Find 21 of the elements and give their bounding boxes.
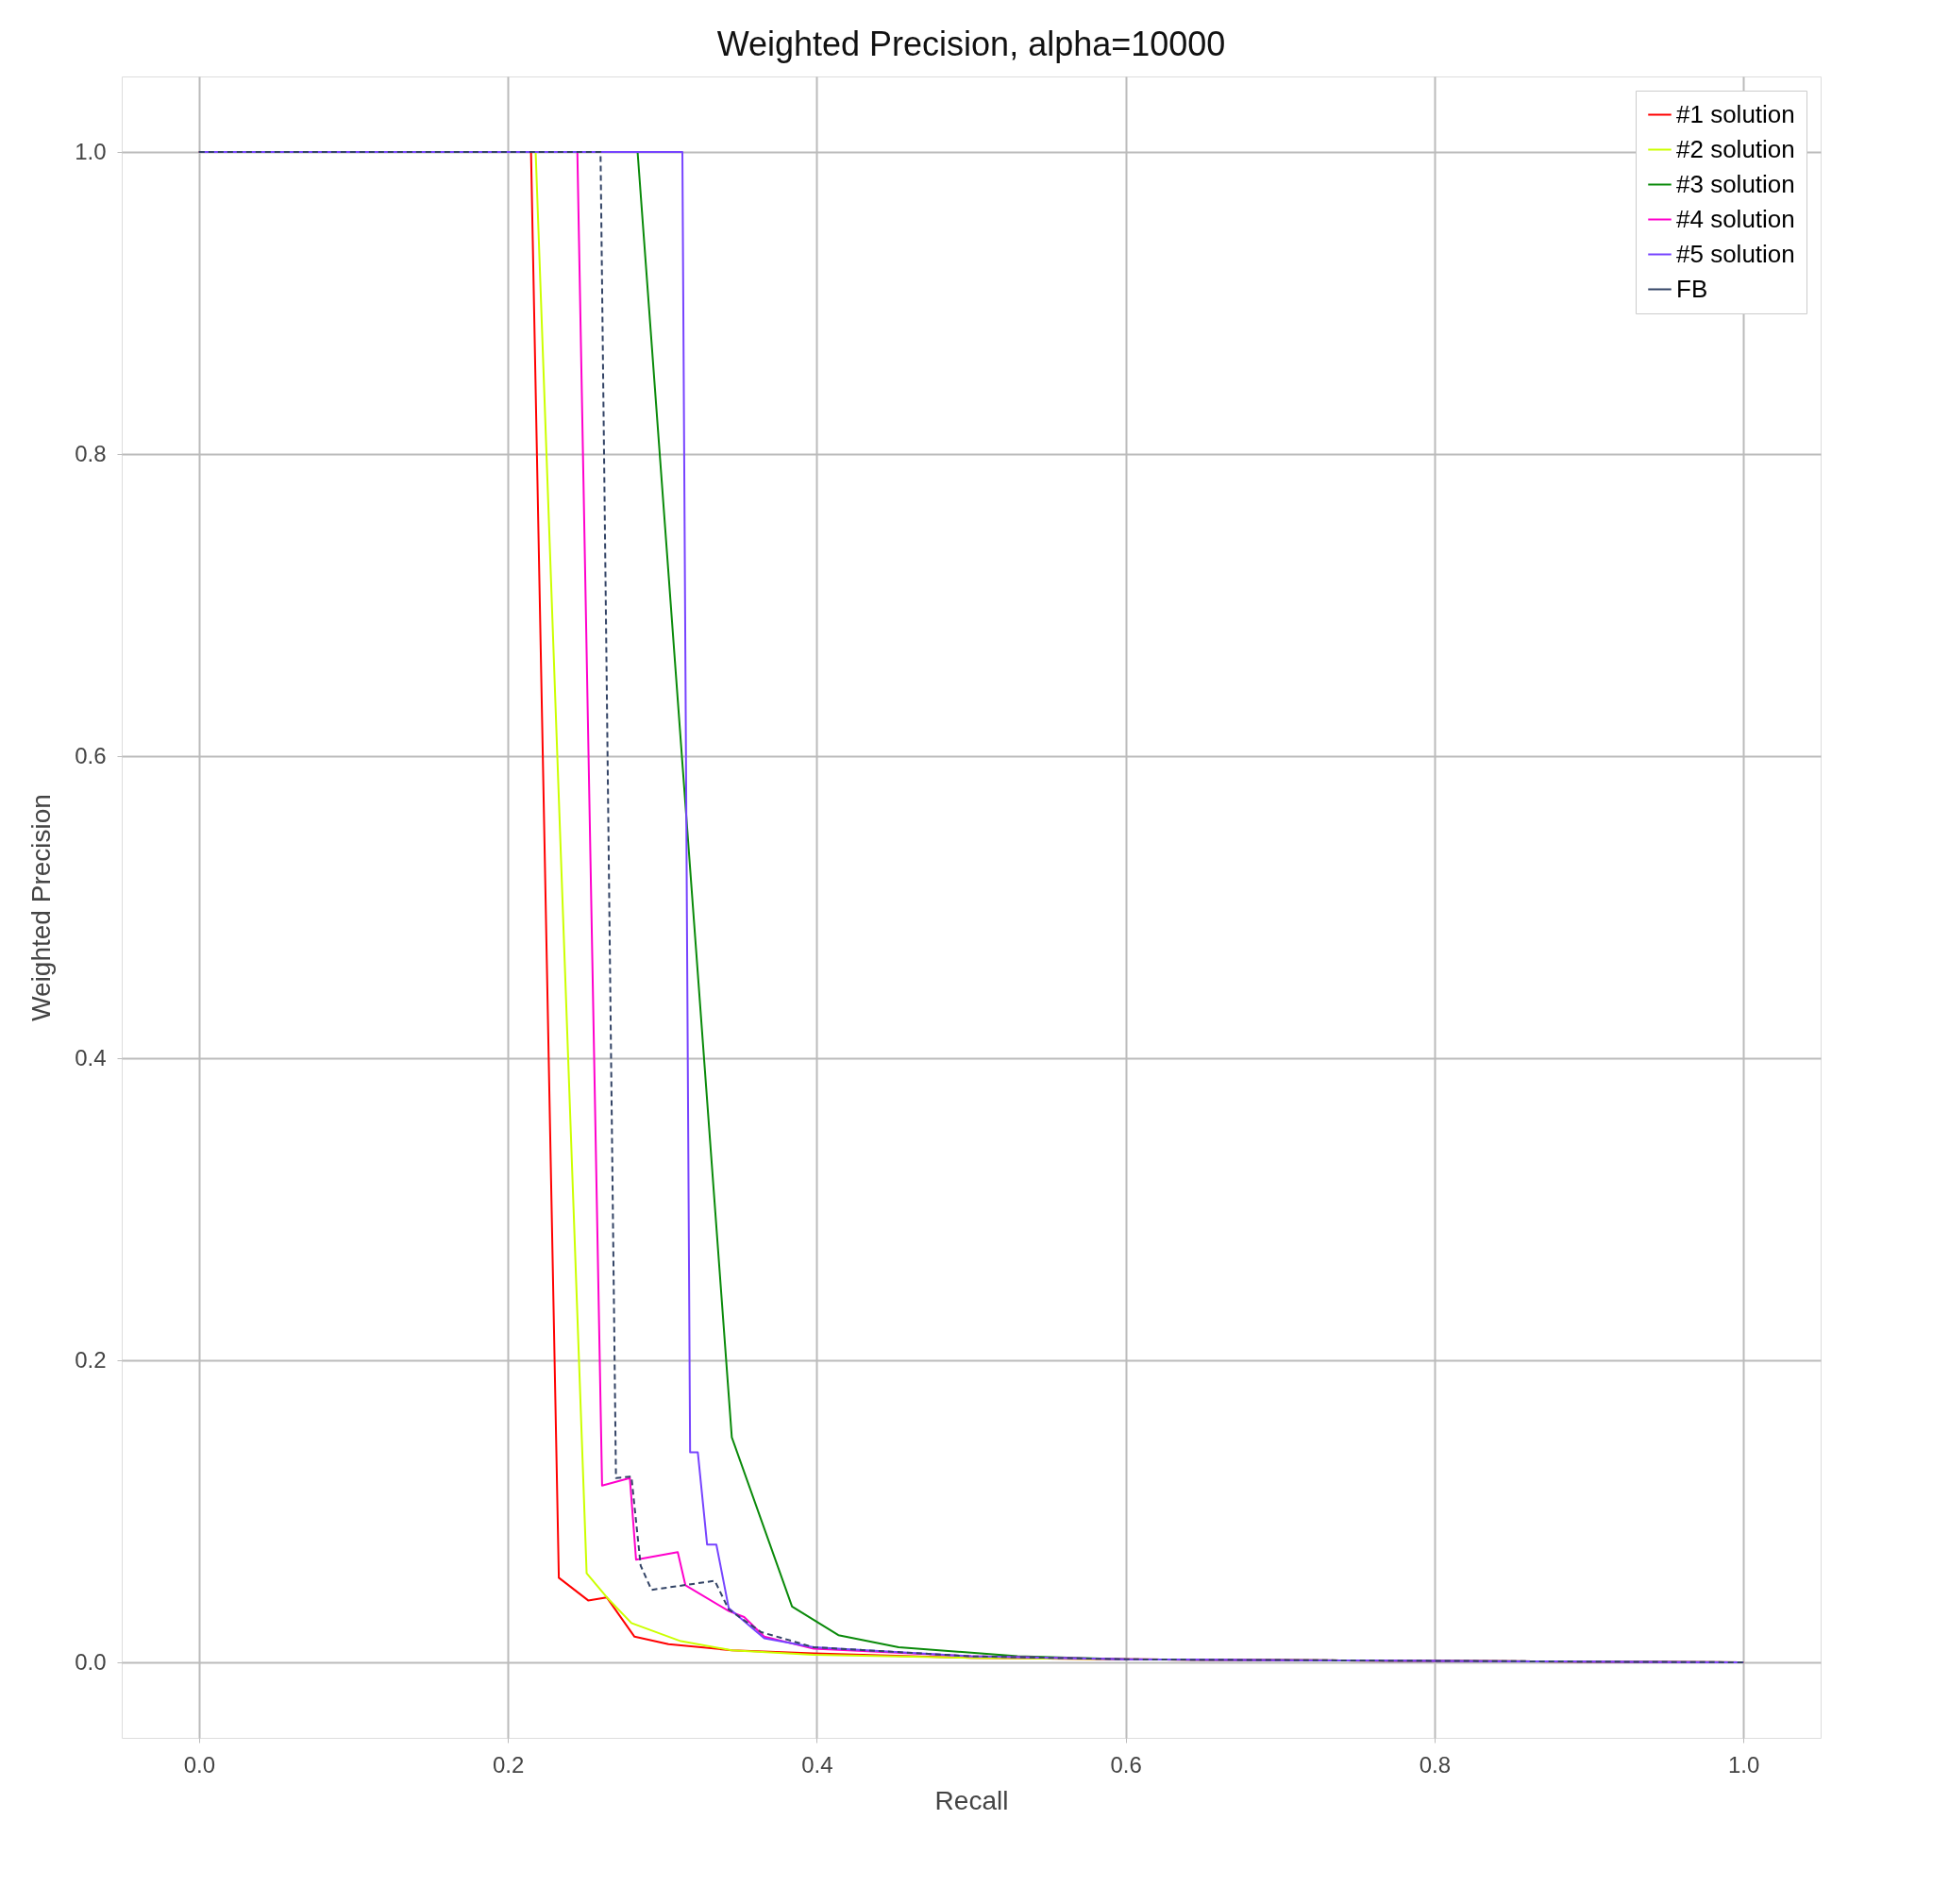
x-tick-label: 0.6	[1110, 1751, 1142, 1778]
y-tick-label: 0.8	[75, 440, 107, 466]
y-tick-label: 0.6	[75, 742, 107, 768]
legend-label: #3 solution	[1676, 169, 1795, 198]
x-tick-label: 0.0	[183, 1751, 216, 1778]
legend-label: #4 solution	[1676, 204, 1795, 233]
legend-label: #2 solution	[1676, 134, 1795, 163]
x-tick-label: 0.4	[801, 1751, 833, 1778]
legend-label: FB	[1676, 274, 1708, 303]
y-axis-title: Weighted Precision	[26, 794, 57, 1021]
x-axis-title: Recall	[934, 1785, 1009, 1815]
y-tick-label: 0.2	[75, 1346, 107, 1373]
x-tick-label: 1.0	[1727, 1751, 1760, 1778]
x-tick-label: 0.8	[1419, 1751, 1452, 1778]
y-tick-label: 1.0	[75, 138, 107, 164]
chart-title: Weighted Precision, alpha=10000	[716, 25, 1226, 63]
legend-label: #1 solution	[1676, 99, 1795, 128]
y-tick-label: 0.4	[75, 1044, 107, 1070]
x-tick-label: 0.2	[492, 1751, 525, 1778]
y-tick-label: 0.0	[75, 1648, 107, 1675]
legend-label: #5 solution	[1676, 239, 1795, 268]
